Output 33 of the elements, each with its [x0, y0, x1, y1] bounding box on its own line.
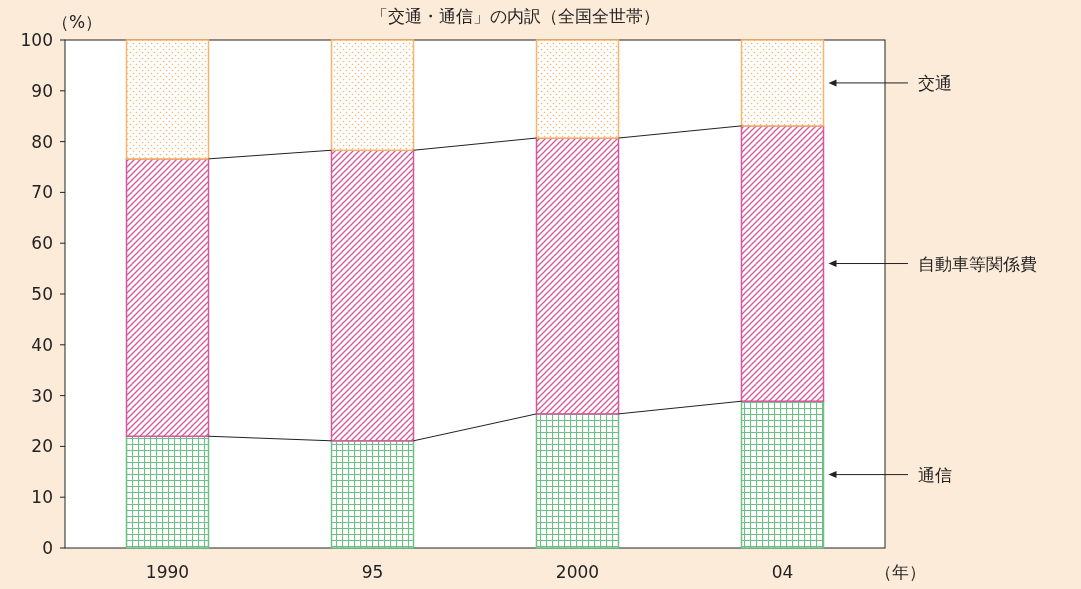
- x-tick-label: 95: [361, 562, 384, 582]
- bar: [330, 149, 415, 442]
- bar: [125, 39, 210, 160]
- x-tick-label: 1990: [145, 562, 190, 582]
- text: 通信: [918, 464, 952, 485]
- y-tick-label: 80: [31, 131, 53, 152]
- x-tick-label: 04: [771, 562, 794, 582]
- x-axis-title: （年）: [874, 562, 926, 582]
- y-tick-label: 30: [31, 385, 53, 406]
- bar: [535, 39, 620, 139]
- bar: [740, 39, 825, 127]
- y-axis-title: （%）: [51, 12, 103, 32]
- y-tick-label: 90: [31, 80, 53, 101]
- bar: [740, 125, 825, 402]
- bar: [740, 400, 825, 549]
- y-tick-label: 70: [31, 182, 53, 203]
- bar: [535, 137, 620, 415]
- x-tick-label: 2000: [555, 562, 600, 582]
- bar: [125, 158, 210, 437]
- y-tick-label: 60: [31, 233, 53, 254]
- bar: [330, 440, 415, 549]
- text: 自動車等関係費: [918, 253, 1037, 274]
- bar: [330, 39, 415, 151]
- chart-title: 「交通・通信」の内訳（全国全世帯）: [370, 6, 660, 26]
- bar: [125, 435, 210, 549]
- y-tick-label: 100: [20, 30, 53, 50]
- y-tick-label: 50: [31, 284, 53, 304]
- y-tick-label: 10: [31, 487, 53, 508]
- text: 交通: [918, 72, 952, 93]
- y-tick-label: 40: [31, 334, 53, 355]
- bar: [535, 413, 620, 549]
- y-tick-label: 0: [42, 538, 53, 558]
- y-tick-label: 20: [31, 436, 53, 457]
